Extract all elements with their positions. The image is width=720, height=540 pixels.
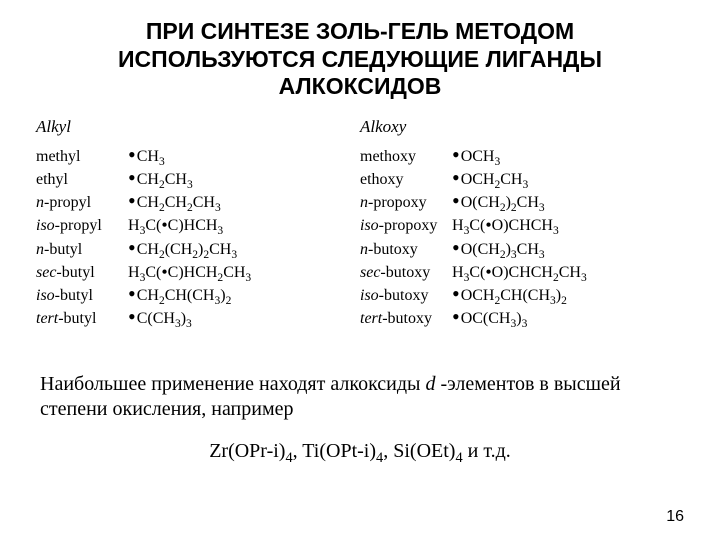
ligand-formula: •CH2CH(CH3)2 xyxy=(128,284,231,307)
ligand-row: methoxy•OCH3 xyxy=(360,145,684,168)
ligand-name: iso-propyl xyxy=(36,214,128,237)
col-alkoxy-rows: methoxy•OCH3ethoxy•OCH2CH3n-propoxy•O(CH… xyxy=(360,145,684,331)
page-number: 16 xyxy=(666,508,684,526)
ligand-formula: H3C(•C)HCH3 xyxy=(128,214,223,237)
ligand-formula: •CH2CH2CH3 xyxy=(128,191,221,214)
col-alkyl-rows: methyl•CH3ethyl•CH2CH3n-propyl•CH2CH2CH3… xyxy=(36,145,360,331)
ligand-formula: •C(CH3)3 xyxy=(128,307,192,330)
bottom-text: Наибольшее применение находят алкоксиды … xyxy=(40,372,680,422)
bottom-text-d: d xyxy=(426,373,441,395)
ligand-name: n-propyl xyxy=(36,191,128,214)
ligand-formula: H3C(•O)CHCH2CH3 xyxy=(452,261,587,284)
ligand-name: n-propoxy xyxy=(360,191,452,214)
ligand-formula: •OC(CH3)3 xyxy=(452,307,527,330)
ligand-formula: •OCH2CH(CH3)2 xyxy=(452,284,567,307)
ligand-row: ethoxy•OCH2CH3 xyxy=(360,168,684,191)
ligand-formula: •CH2CH3 xyxy=(128,168,193,191)
ligand-formula: H3C(•O)CHCH3 xyxy=(452,214,559,237)
ligand-row: tert-butyl•C(CH3)3 xyxy=(36,307,360,330)
ligand-formula: •OCH2CH3 xyxy=(452,168,528,191)
col-alkoxy-header: Alkoxy xyxy=(360,117,684,137)
ligand-row: sec-butoxyH3C(•O)CHCH2CH3 xyxy=(360,261,684,284)
ligand-name: n-butyl xyxy=(36,238,128,261)
ligand-formula: •O(CH2)2CH3 xyxy=(452,191,545,214)
ligand-row: tert-butoxy•OC(CH3)3 xyxy=(360,307,684,330)
ligand-name: sec-butyl xyxy=(36,261,128,284)
slide-title: ПРИ СИНТЕЗЕ ЗОЛЬ-ГЕЛЬ МЕТОДОМ ИСПОЛЬЗУЮТ… xyxy=(76,18,644,101)
ligand-name: methoxy xyxy=(360,145,452,168)
ligand-name: tert-butyl xyxy=(36,307,128,330)
ligand-name: sec-butoxy xyxy=(360,261,452,284)
ligand-row: sec-butylH3C(•C)HCH2CH3 xyxy=(36,261,360,284)
ligand-row: ethyl•CH2CH3 xyxy=(36,168,360,191)
col-alkyl: Alkyl methyl•CH3ethyl•CH2CH3n-propyl•CH2… xyxy=(36,117,360,331)
ligand-name: tert-butoxy xyxy=(360,307,452,330)
ligand-row: n-propoxy•O(CH2)2CH3 xyxy=(360,191,684,214)
ligand-row: iso-butyl•CH2CH(CH3)2 xyxy=(36,284,360,307)
ligand-row: iso-butoxy•OCH2CH(CH3)2 xyxy=(360,284,684,307)
ligand-formula: •O(CH2)3CH3 xyxy=(452,238,545,261)
slide: ПРИ СИНТЕЗЕ ЗОЛЬ-ГЕЛЬ МЕТОДОМ ИСПОЛЬЗУЮТ… xyxy=(0,0,720,540)
ligand-name: iso-butyl xyxy=(36,284,128,307)
ligand-row: n-butoxy•O(CH2)3CH3 xyxy=(360,238,684,261)
ligand-name: iso-butoxy xyxy=(360,284,452,307)
formula-line: Zr(OPr-i)4, Ti(OPt-i)4, Si(OEt)4 и т.д. xyxy=(36,440,684,463)
col-alkyl-header: Alkyl xyxy=(36,117,360,137)
bottom-text-1: Наибольшее применение находят алкоксиды xyxy=(40,373,426,395)
col-alkoxy: Alkoxy methoxy•OCH3ethoxy•OCH2CH3n-propo… xyxy=(360,117,684,331)
ligand-row: methyl•CH3 xyxy=(36,145,360,168)
ligand-formula: •CH2(CH2)2CH3 xyxy=(128,238,237,261)
ligand-row: iso-propoxyH3C(•O)CHCH3 xyxy=(360,214,684,237)
ligand-name: n-butoxy xyxy=(360,238,452,261)
ligand-row: iso-propylH3C(•C)HCH3 xyxy=(36,214,360,237)
ligand-name: methyl xyxy=(36,145,128,168)
ligand-name: iso-propoxy xyxy=(360,214,452,237)
ligand-name: ethyl xyxy=(36,168,128,191)
ligand-row: n-propyl•CH2CH2CH3 xyxy=(36,191,360,214)
ligand-row: n-butyl•CH2(CH2)2CH3 xyxy=(36,238,360,261)
ligand-name: ethoxy xyxy=(360,168,452,191)
ligand-formula: H3C(•C)HCH2CH3 xyxy=(128,261,251,284)
ligand-columns: Alkyl methyl•CH3ethyl•CH2CH3n-propyl•CH2… xyxy=(36,117,684,331)
